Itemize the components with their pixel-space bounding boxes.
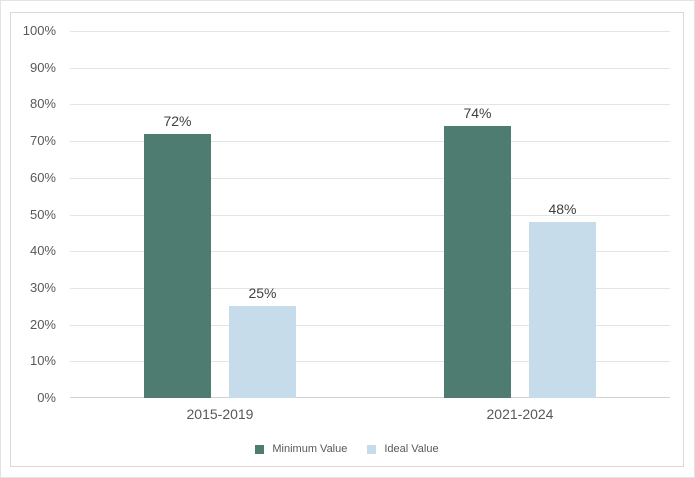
legend-label: Minimum Value — [272, 443, 348, 455]
y-tick-label-80: 80% — [29, 96, 56, 111]
gridline-50 — [70, 215, 670, 216]
bar-ideal-value-2021-2024 — [529, 222, 596, 398]
y-tick-label-10: 10% — [29, 353, 56, 368]
gridline-60 — [70, 178, 670, 179]
data-label-ideal-value-2015-2019: 25% — [248, 285, 277, 301]
gridline-70 — [70, 141, 670, 142]
legend-swatch-icon — [255, 444, 265, 454]
y-tick-label-90: 90% — [29, 60, 56, 75]
data-label-minimum-value-2015-2019: 72% — [163, 113, 192, 129]
bar-minimum-value-2015-2019 — [144, 134, 211, 398]
bar-ideal-value-2015-2019 — [229, 306, 296, 398]
y-axis: 0% 10% 20% 30% 40% 50% 60% 70% 80% 90% 100% — [11, 23, 70, 405]
x-axis-line — [70, 397, 670, 398]
data-label-minimum-value-2021-2024: 74% — [463, 105, 492, 121]
y-tick-label-40: 40% — [29, 243, 56, 258]
y-tick-label-60: 60% — [29, 170, 56, 185]
y-tick-label-20: 20% — [29, 317, 56, 332]
bar-minimum-value-2021-2024 — [444, 126, 511, 398]
legend-label: Ideal Value — [384, 443, 439, 455]
data-label-ideal-value-2021-2024: 48% — [548, 201, 577, 217]
gridline-40 — [70, 251, 670, 252]
category-label-2015-2019: 2015-2019 — [186, 406, 254, 422]
gridline-10 — [70, 361, 670, 362]
y-tick-label-100: 100% — [22, 23, 56, 38]
gridline-90 — [70, 68, 670, 69]
legend: Minimum Value Ideal Value — [11, 443, 683, 455]
gridline-100 — [70, 31, 670, 32]
chart-area: 0% 10% 20% 30% 40% 50% 60% 70% 80% 90% 100% 72% 25%… — [10, 12, 684, 467]
x-axis: 2015-2019 2021-2024 — [70, 398, 670, 430]
gridline-20 — [70, 325, 670, 326]
legend-item-ideal-value: Ideal Value — [367, 443, 439, 455]
y-tick-label-50: 50% — [29, 207, 56, 222]
plot-area: 72% 25% 74% 48% — [70, 31, 670, 398]
gridline-80 — [70, 104, 670, 105]
legend-swatch-icon — [367, 444, 377, 454]
y-tick-label-70: 70% — [29, 133, 56, 148]
y-tick-label-30: 30% — [29, 280, 56, 295]
gridline-30 — [70, 288, 670, 289]
category-label-2021-2024: 2021-2024 — [486, 406, 554, 422]
legend-item-minimum-value: Minimum Value — [255, 443, 347, 455]
y-tick-label-0: 0% — [37, 390, 56, 405]
